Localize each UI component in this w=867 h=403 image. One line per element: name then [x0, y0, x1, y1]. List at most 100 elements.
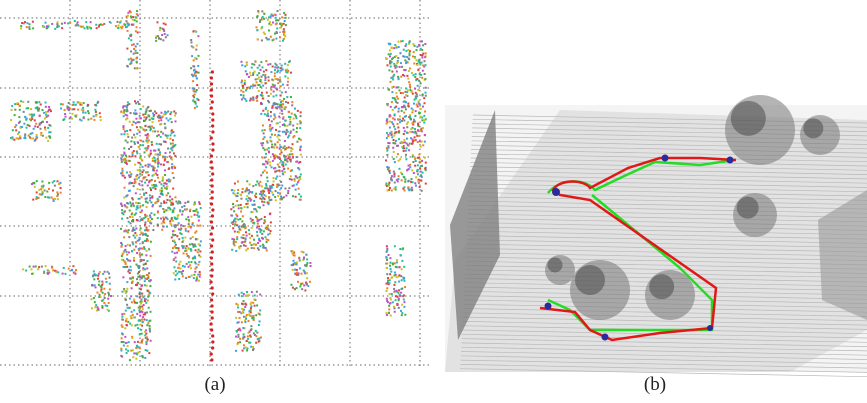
point: [232, 192, 234, 194]
point: [385, 57, 387, 59]
point: [57, 198, 59, 200]
point: [188, 219, 190, 221]
trajectory-point: [210, 262, 213, 265]
point: [396, 62, 398, 64]
point: [244, 306, 246, 308]
point: [276, 106, 278, 108]
point: [306, 262, 308, 264]
point: [45, 114, 47, 116]
point: [246, 340, 248, 342]
point: [137, 162, 139, 164]
point: [394, 274, 396, 276]
point: [386, 137, 388, 139]
point: [170, 111, 172, 113]
point: [42, 109, 44, 111]
point: [397, 123, 399, 125]
point: [173, 234, 175, 236]
point: [173, 207, 175, 209]
point: [172, 203, 174, 205]
point: [182, 265, 184, 267]
point: [130, 50, 132, 52]
point: [123, 236, 125, 238]
point: [276, 176, 278, 178]
point: [253, 239, 255, 241]
point: [306, 277, 308, 279]
point: [94, 273, 96, 275]
point: [262, 142, 264, 144]
point: [396, 259, 398, 261]
point: [158, 38, 160, 40]
point: [141, 196, 143, 198]
point: [386, 249, 388, 251]
point: [75, 114, 77, 116]
point: [67, 22, 69, 24]
point: [57, 180, 59, 182]
point: [397, 303, 399, 305]
point: [126, 281, 128, 283]
point: [96, 292, 98, 294]
point: [389, 187, 391, 189]
point: [309, 281, 311, 283]
point: [128, 221, 130, 223]
point: [280, 70, 282, 72]
point: [120, 242, 122, 244]
point: [188, 276, 190, 278]
point: [134, 19, 136, 21]
point: [417, 89, 419, 91]
point: [169, 155, 171, 157]
point: [408, 41, 410, 43]
point: [120, 228, 122, 230]
point: [163, 23, 165, 25]
point: [270, 24, 272, 26]
point: [286, 96, 288, 98]
point: [136, 234, 138, 236]
point: [145, 108, 147, 110]
trajectory-point: [211, 70, 214, 73]
point: [106, 309, 108, 311]
point: [244, 206, 246, 208]
point: [136, 353, 138, 355]
point: [181, 233, 183, 235]
point: [251, 204, 253, 206]
point: [140, 288, 142, 290]
point: [163, 113, 165, 115]
point: [120, 350, 122, 352]
point: [256, 231, 258, 233]
point: [134, 164, 136, 166]
point: [126, 48, 128, 50]
point: [266, 241, 268, 243]
point: [19, 121, 21, 123]
point: [397, 86, 399, 88]
point: [145, 254, 147, 256]
point: [121, 259, 123, 261]
point: [162, 156, 164, 158]
map-background: [0, 0, 432, 372]
point: [141, 174, 143, 176]
point: [240, 61, 242, 63]
point: [149, 164, 151, 166]
point: [389, 63, 391, 65]
point: [130, 295, 132, 297]
point: [407, 103, 409, 105]
point: [145, 278, 147, 280]
point: [128, 37, 130, 39]
point: [256, 74, 258, 76]
point: [407, 186, 409, 188]
point: [26, 26, 28, 28]
point: [401, 179, 403, 181]
point: [421, 77, 423, 79]
point: [193, 274, 195, 276]
point: [105, 278, 107, 280]
point: [392, 147, 394, 149]
point: [233, 210, 235, 212]
point: [145, 333, 147, 335]
point: [157, 211, 159, 213]
point: [276, 146, 278, 148]
point: [78, 101, 80, 103]
point: [144, 130, 146, 132]
point: [134, 100, 136, 102]
point: [100, 119, 102, 121]
point: [79, 102, 81, 104]
point: [165, 217, 167, 219]
point: [52, 189, 54, 191]
